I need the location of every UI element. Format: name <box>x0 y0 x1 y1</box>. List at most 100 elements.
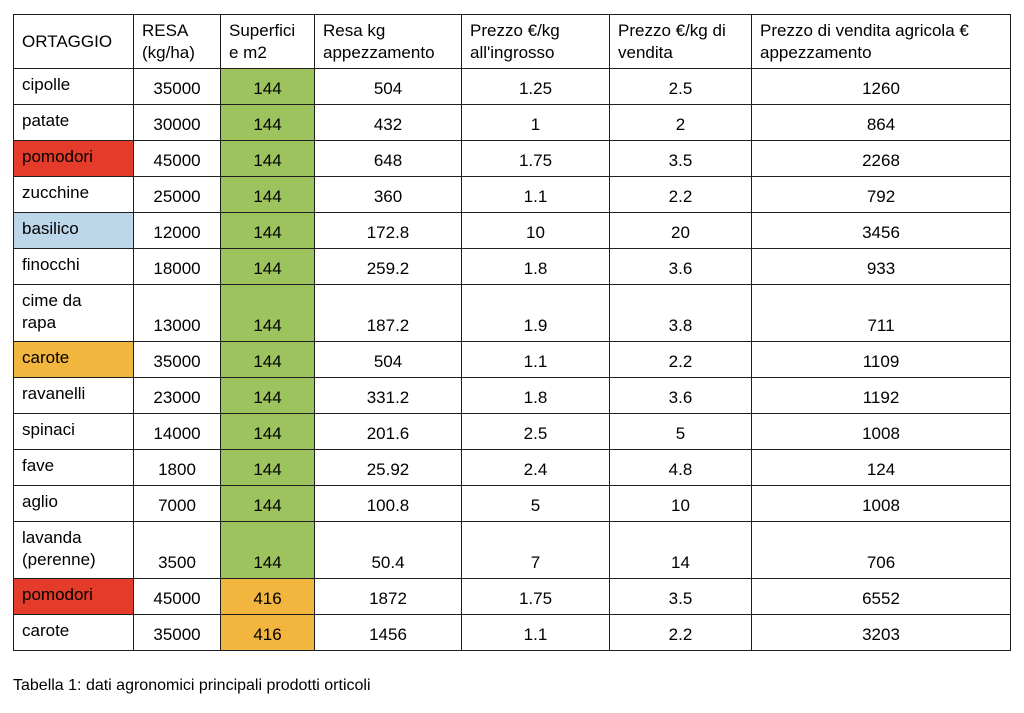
cell-prezzo-vendita-appezzamento: 1008 <box>751 485 1011 522</box>
cell-resa-kg-ha: 1800 <box>133 449 221 486</box>
cell-resa-kg-appezzamento: 648 <box>314 140 462 177</box>
cell-superficie-m2: 144 <box>220 68 315 105</box>
cell-resa-kg-appezzamento: 504 <box>314 68 462 105</box>
cell-prezzo-euro-kg-ingrosso: 1.1 <box>461 614 610 651</box>
cell-superficie-m2: 144 <box>220 341 315 378</box>
cell-prezzo-euro-kg-vendita: 3.6 <box>609 377 752 414</box>
cell-prezzo-euro-kg-ingrosso: 1.25 <box>461 68 610 105</box>
cell-resa-kg-appezzamento: 1456 <box>314 614 462 651</box>
header-label-line2: appezzamento <box>760 42 872 62</box>
cell-prezzo-vendita-appezzamento: 1192 <box>751 377 1011 414</box>
cell-prezzo-vendita-appezzamento: 792 <box>751 176 1011 213</box>
cell-resa-kg-appezzamento: 432 <box>314 104 462 141</box>
cell-line2: (perenne) <box>22 550 96 569</box>
table-body: cipolle 35000 144 504 1.25 2.5 1260 patate 30000… <box>13 68 1011 651</box>
cell-prezzo-euro-kg-vendita: 3.8 <box>609 284 752 342</box>
header-resa-kg-ha: RESA (kg/ha) <box>133 14 221 69</box>
cell-prezzo-euro-kg-vendita: 5 <box>609 413 752 450</box>
cell-ortaggio: pomodori <box>13 578 134 615</box>
cell-resa-kg-appezzamento: 187.2 <box>314 284 462 342</box>
header-label-line2: all'ingrosso <box>470 42 555 62</box>
table-row: spinaci 14000 144 201.6 2.5 5 1008 <box>13 413 1011 450</box>
cell-prezzo-euro-kg-ingrosso: 1.75 <box>461 578 610 615</box>
cell-resa-kg-appezzamento: 360 <box>314 176 462 213</box>
table-row: zucchine 25000 144 360 1.1 2.2 792 <box>13 176 1011 213</box>
cell-ortaggio: pomodori <box>13 140 134 177</box>
header-label-line1: RESA <box>142 20 189 40</box>
cell-prezzo-euro-kg-vendita: 3.5 <box>609 578 752 615</box>
cell-prezzo-euro-kg-ingrosso: 10 <box>461 212 610 249</box>
cell-prezzo-euro-kg-ingrosso: 1.75 <box>461 140 610 177</box>
table-row: aglio 7000 144 100.8 5 10 1008 <box>13 485 1011 522</box>
cell-prezzo-vendita-appezzamento: 6552 <box>751 578 1011 615</box>
header-resa-kg-appezzamento: Resa kg appezzamento <box>314 14 462 69</box>
cell-prezzo-vendita-appezzamento: 2268 <box>751 140 1011 177</box>
cell-prezzo-euro-kg-vendita: 20 <box>609 212 752 249</box>
cell-superficie-m2: 144 <box>220 449 315 486</box>
cell-prezzo-vendita-appezzamento: 1260 <box>751 68 1011 105</box>
table-row: carote 35000 144 504 1.1 2.2 1109 <box>13 341 1011 378</box>
cell-ortaggio: spinaci <box>13 413 134 450</box>
cell-resa-kg-appezzamento: 50.4 <box>314 521 462 579</box>
cell-resa-kg-ha: 14000 <box>133 413 221 450</box>
cell-resa-kg-ha: 12000 <box>133 212 221 249</box>
cell-superficie-m2: 144 <box>220 485 315 522</box>
cell-resa-kg-ha: 45000 <box>133 140 221 177</box>
header-label-line1: Prezzo di vendita agricola € <box>760 20 969 40</box>
header-label-line1: ORTAGGIO <box>22 31 113 51</box>
cell-resa-kg-appezzamento: 1872 <box>314 578 462 615</box>
cell-prezzo-euro-kg-ingrosso: 1.8 <box>461 377 610 414</box>
cell-prezzo-euro-kg-vendita: 2.2 <box>609 176 752 213</box>
header-label-line1: Prezzo €/kg di <box>618 20 726 40</box>
cell-ortaggio: carote <box>13 341 134 378</box>
table-row: ravanelli 23000 144 331.2 1.8 3.6 1192 <box>13 377 1011 414</box>
cell-prezzo-euro-kg-vendita: 2.5 <box>609 68 752 105</box>
header-prezzo-euro-kg-ingrosso: Prezzo €/kg all'ingrosso <box>461 14 610 69</box>
table-row: pomodori 45000 416 1872 1.75 3.5 6552 <box>13 578 1011 615</box>
cell-prezzo-vendita-appezzamento: 3456 <box>751 212 1011 249</box>
cell-prezzo-vendita-appezzamento: 3203 <box>751 614 1011 651</box>
cell-ortaggio: aglio <box>13 485 134 522</box>
cell-prezzo-vendita-appezzamento: 711 <box>751 284 1011 342</box>
cell-resa-kg-appezzamento: 100.8 <box>314 485 462 522</box>
header-prezzo-euro-kg-vendita: Prezzo €/kg di vendita <box>609 14 752 69</box>
cell-resa-kg-ha: 13000 <box>133 284 221 342</box>
cell-ortaggio: finocchi <box>13 248 134 285</box>
cell-superficie-m2: 144 <box>220 104 315 141</box>
cell-prezzo-euro-kg-ingrosso: 2.4 <box>461 449 610 486</box>
table-row: carote 35000 416 1456 1.1 2.2 3203 <box>13 614 1011 651</box>
cell-resa-kg-ha: 3500 <box>133 521 221 579</box>
cell-prezzo-euro-kg-vendita: 2 <box>609 104 752 141</box>
cell-resa-kg-appezzamento: 259.2 <box>314 248 462 285</box>
cell-prezzo-vendita-appezzamento: 706 <box>751 521 1011 579</box>
cell-resa-kg-appezzamento: 201.6 <box>314 413 462 450</box>
cell-ortaggio: basilico <box>13 212 134 249</box>
cell-prezzo-vendita-appezzamento: 864 <box>751 104 1011 141</box>
header-label-line2: vendita <box>618 42 673 62</box>
cell-resa-kg-ha: 30000 <box>133 104 221 141</box>
cell-prezzo-vendita-appezzamento: 124 <box>751 449 1011 486</box>
cell-line1: lavanda <box>22 528 82 547</box>
cell-prezzo-euro-kg-ingrosso: 1.1 <box>461 176 610 213</box>
cell-resa-kg-appezzamento: 331.2 <box>314 377 462 414</box>
cell-superficie-m2: 416 <box>220 578 315 615</box>
table-row: lavanda (perenne) 3500 144 50.4 7 14 706 <box>13 521 1011 579</box>
cell-resa-kg-appezzamento: 172.8 <box>314 212 462 249</box>
cell-prezzo-euro-kg-ingrosso: 1.8 <box>461 248 610 285</box>
table-row: finocchi 18000 144 259.2 1.8 3.6 933 <box>13 248 1011 285</box>
cell-prezzo-vendita-appezzamento: 933 <box>751 248 1011 285</box>
cell-resa-kg-ha: 23000 <box>133 377 221 414</box>
table-row: patate 30000 144 432 1 2 864 <box>13 104 1011 141</box>
cell-ortaggio: cipolle <box>13 68 134 105</box>
header-label-line2: e m2 <box>229 42 267 62</box>
cell-ortaggio: fave <box>13 449 134 486</box>
cell-prezzo-euro-kg-vendita: 4.8 <box>609 449 752 486</box>
cell-superficie-m2: 144 <box>220 248 315 285</box>
header-label-line2: appezzamento <box>323 42 435 62</box>
cell-resa-kg-ha: 25000 <box>133 176 221 213</box>
header-label-line1: Resa kg <box>323 20 386 40</box>
cell-resa-kg-ha: 35000 <box>133 341 221 378</box>
header-row: ORTAGGIO RESA (kg/ha) Superfici e m2 Resa kg a… <box>13 14 1011 69</box>
cell-resa-kg-ha: 18000 <box>133 248 221 285</box>
